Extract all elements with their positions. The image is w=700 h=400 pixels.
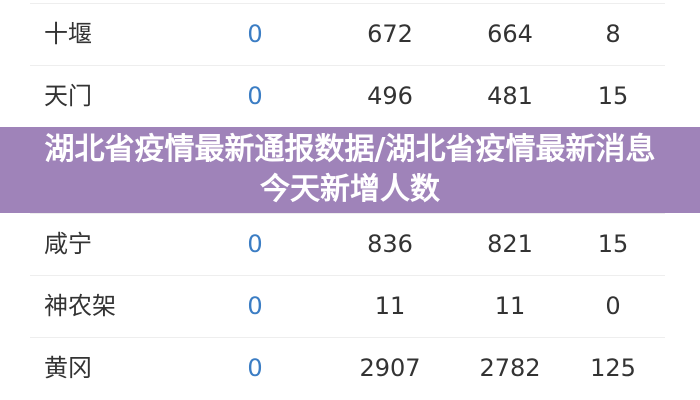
cell-value: 0 [605, 292, 621, 320]
table-row: 天门 0 496 481 15 [30, 65, 665, 127]
cell-value: 0 [247, 82, 263, 110]
cell-value: 0 [247, 354, 263, 382]
cell-value: 836 [367, 230, 413, 258]
cell-value: 2907 [359, 354, 421, 382]
city-name: 黄冈 [44, 354, 92, 382]
city-name: 咸宁 [44, 230, 92, 258]
title-banner: 湖北省疫情最新通报数据/湖北省疫情最新消息今天新增人数 [0, 127, 700, 213]
cell-value: 664 [487, 20, 533, 48]
city-name: 神农架 [44, 292, 116, 320]
cell-value: 15 [597, 82, 629, 110]
cell-value: 8 [605, 20, 621, 48]
table-row: 神农架 0 11 11 0 [30, 275, 665, 337]
city-name: 天门 [44, 82, 92, 110]
cell-value: 672 [367, 20, 413, 48]
banner-title: 湖北省疫情最新通报数据/湖北省疫情最新消息今天新增人数 [44, 132, 656, 207]
cell-value: 496 [367, 82, 413, 110]
table-row: 黄冈 0 2907 2782 125 [30, 337, 665, 399]
cell-value: 481 [487, 82, 533, 110]
data-table: 十堰 0 672 664 8 天门 0 496 481 15 湖北省疫情最新通报… [0, 3, 700, 399]
table-row: 十堰 0 672 664 8 [30, 3, 665, 65]
cell-value: 125 [590, 354, 636, 382]
cell-value: 2782 [479, 354, 541, 382]
cell-value: 821 [487, 230, 533, 258]
city-name: 十堰 [44, 20, 92, 48]
cell-value: 0 [247, 20, 263, 48]
cell-value: 0 [247, 230, 263, 258]
cell-value: 15 [597, 230, 629, 258]
cell-value: 11 [374, 292, 406, 320]
cell-value: 11 [494, 292, 526, 320]
table-row: 咸宁 0 836 821 15 [30, 213, 665, 275]
cell-value: 0 [247, 292, 263, 320]
